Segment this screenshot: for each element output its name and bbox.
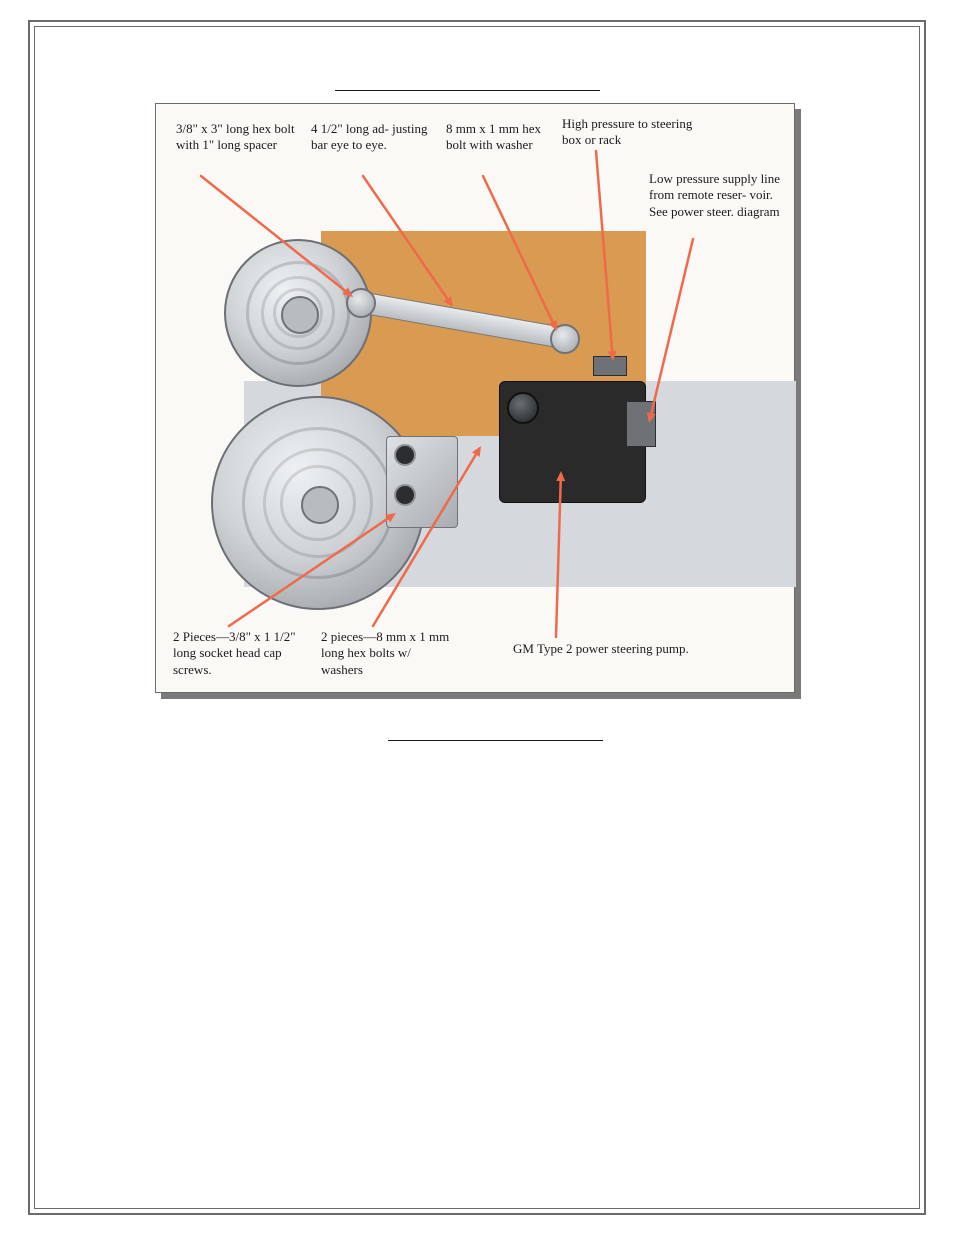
bracket-hole [394,444,416,466]
label-gm-type2-pump: GM Type 2 power steering pump. [513,641,698,657]
pump-shaft [507,392,539,424]
adjusting-bar-eye-left [346,288,376,318]
label-hex-bolt-3-8: 3/8" x 3" long hex bolt with 1" long spa… [176,121,296,154]
lower-rule [388,740,603,741]
adjusting-bar-eye-right [550,324,580,354]
label-socket-head-screws: 2 Pieces—3/8" x 1 1/2" long socket head … [173,629,308,678]
bracket-hole [394,484,416,506]
figure-panel: 3/8" x 3" long hex bolt with 1" long spa… [155,103,795,693]
label-high-pressure: High pressure to steering box or rack [562,116,702,149]
low-pressure-fitting [626,401,656,447]
label-hex-bolt-8mm: 8 mm x 1 mm hex bolt with washer [446,121,551,154]
high-pressure-fitting [593,356,627,376]
label-low-pressure: Low pressure supply line from remote res… [649,171,784,220]
label-8mm-hex-bolts: 2 pieces—8 mm x 1 mm long hex bolts w/ w… [321,629,451,678]
label-adjusting-bar: 4 1/2" long ad- justing bar eye to eye. [311,121,431,154]
page: 3/8" x 3" long hex bolt with 1" long spa… [0,0,954,1235]
title-rule [335,90,600,91]
